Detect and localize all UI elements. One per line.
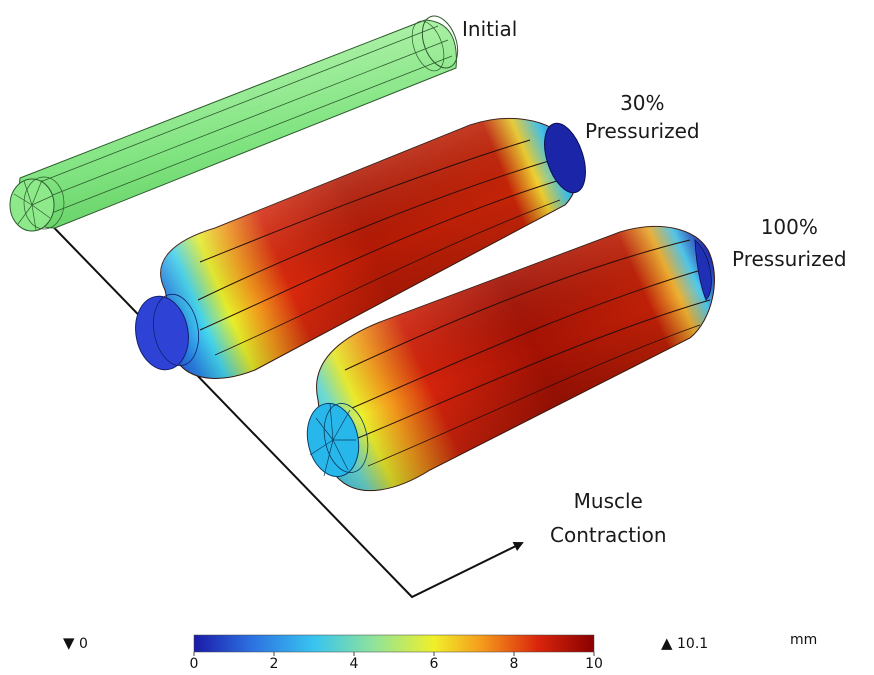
label-30-line2: Pressurized xyxy=(585,119,700,143)
legend-min-value: 0 xyxy=(79,636,88,652)
colorbar-tick-label: 2 xyxy=(269,656,279,672)
legend-unit: mm xyxy=(790,632,817,648)
colorbar-tick-label: 6 xyxy=(429,656,439,672)
legend-unit-text: mm xyxy=(790,632,818,648)
colorbar-tick-label: 10 xyxy=(585,656,603,672)
label-100-line1: 100% xyxy=(760,215,818,239)
initial-cylinder xyxy=(9,15,459,232)
colorbar xyxy=(193,634,595,653)
legend-max-value: 10.1 xyxy=(677,636,709,652)
label-arrow-line1: Muscle xyxy=(573,489,643,513)
label-muscle-contraction: Muscle Contraction xyxy=(550,484,667,552)
label-initial-text: Initial xyxy=(462,17,518,41)
colorbar-ticks xyxy=(193,652,595,656)
legend-max: ▲ 10.1 xyxy=(661,634,708,652)
pressurized-100-body xyxy=(306,226,715,492)
pressurized-30-body xyxy=(135,117,586,379)
label-100-pressurized: 100% Pressurized xyxy=(732,210,847,276)
label-arrow-line2: Contraction xyxy=(550,523,667,547)
label-initial: Initial xyxy=(462,12,517,46)
max-marker-icon: ▲ xyxy=(661,634,673,652)
label-30-pressurized: 30% Pressurized xyxy=(585,86,700,148)
colorbar-tick-label: 8 xyxy=(509,656,519,672)
colorbar-tick-label: 4 xyxy=(349,656,359,672)
legend-min: ▼ 0 xyxy=(63,634,88,652)
colorbar-tick-label: 0 xyxy=(189,656,199,672)
label-100-line2: Pressurized xyxy=(732,247,847,271)
min-marker-icon: ▼ xyxy=(63,634,75,652)
label-30-line1: 30% xyxy=(620,91,665,115)
